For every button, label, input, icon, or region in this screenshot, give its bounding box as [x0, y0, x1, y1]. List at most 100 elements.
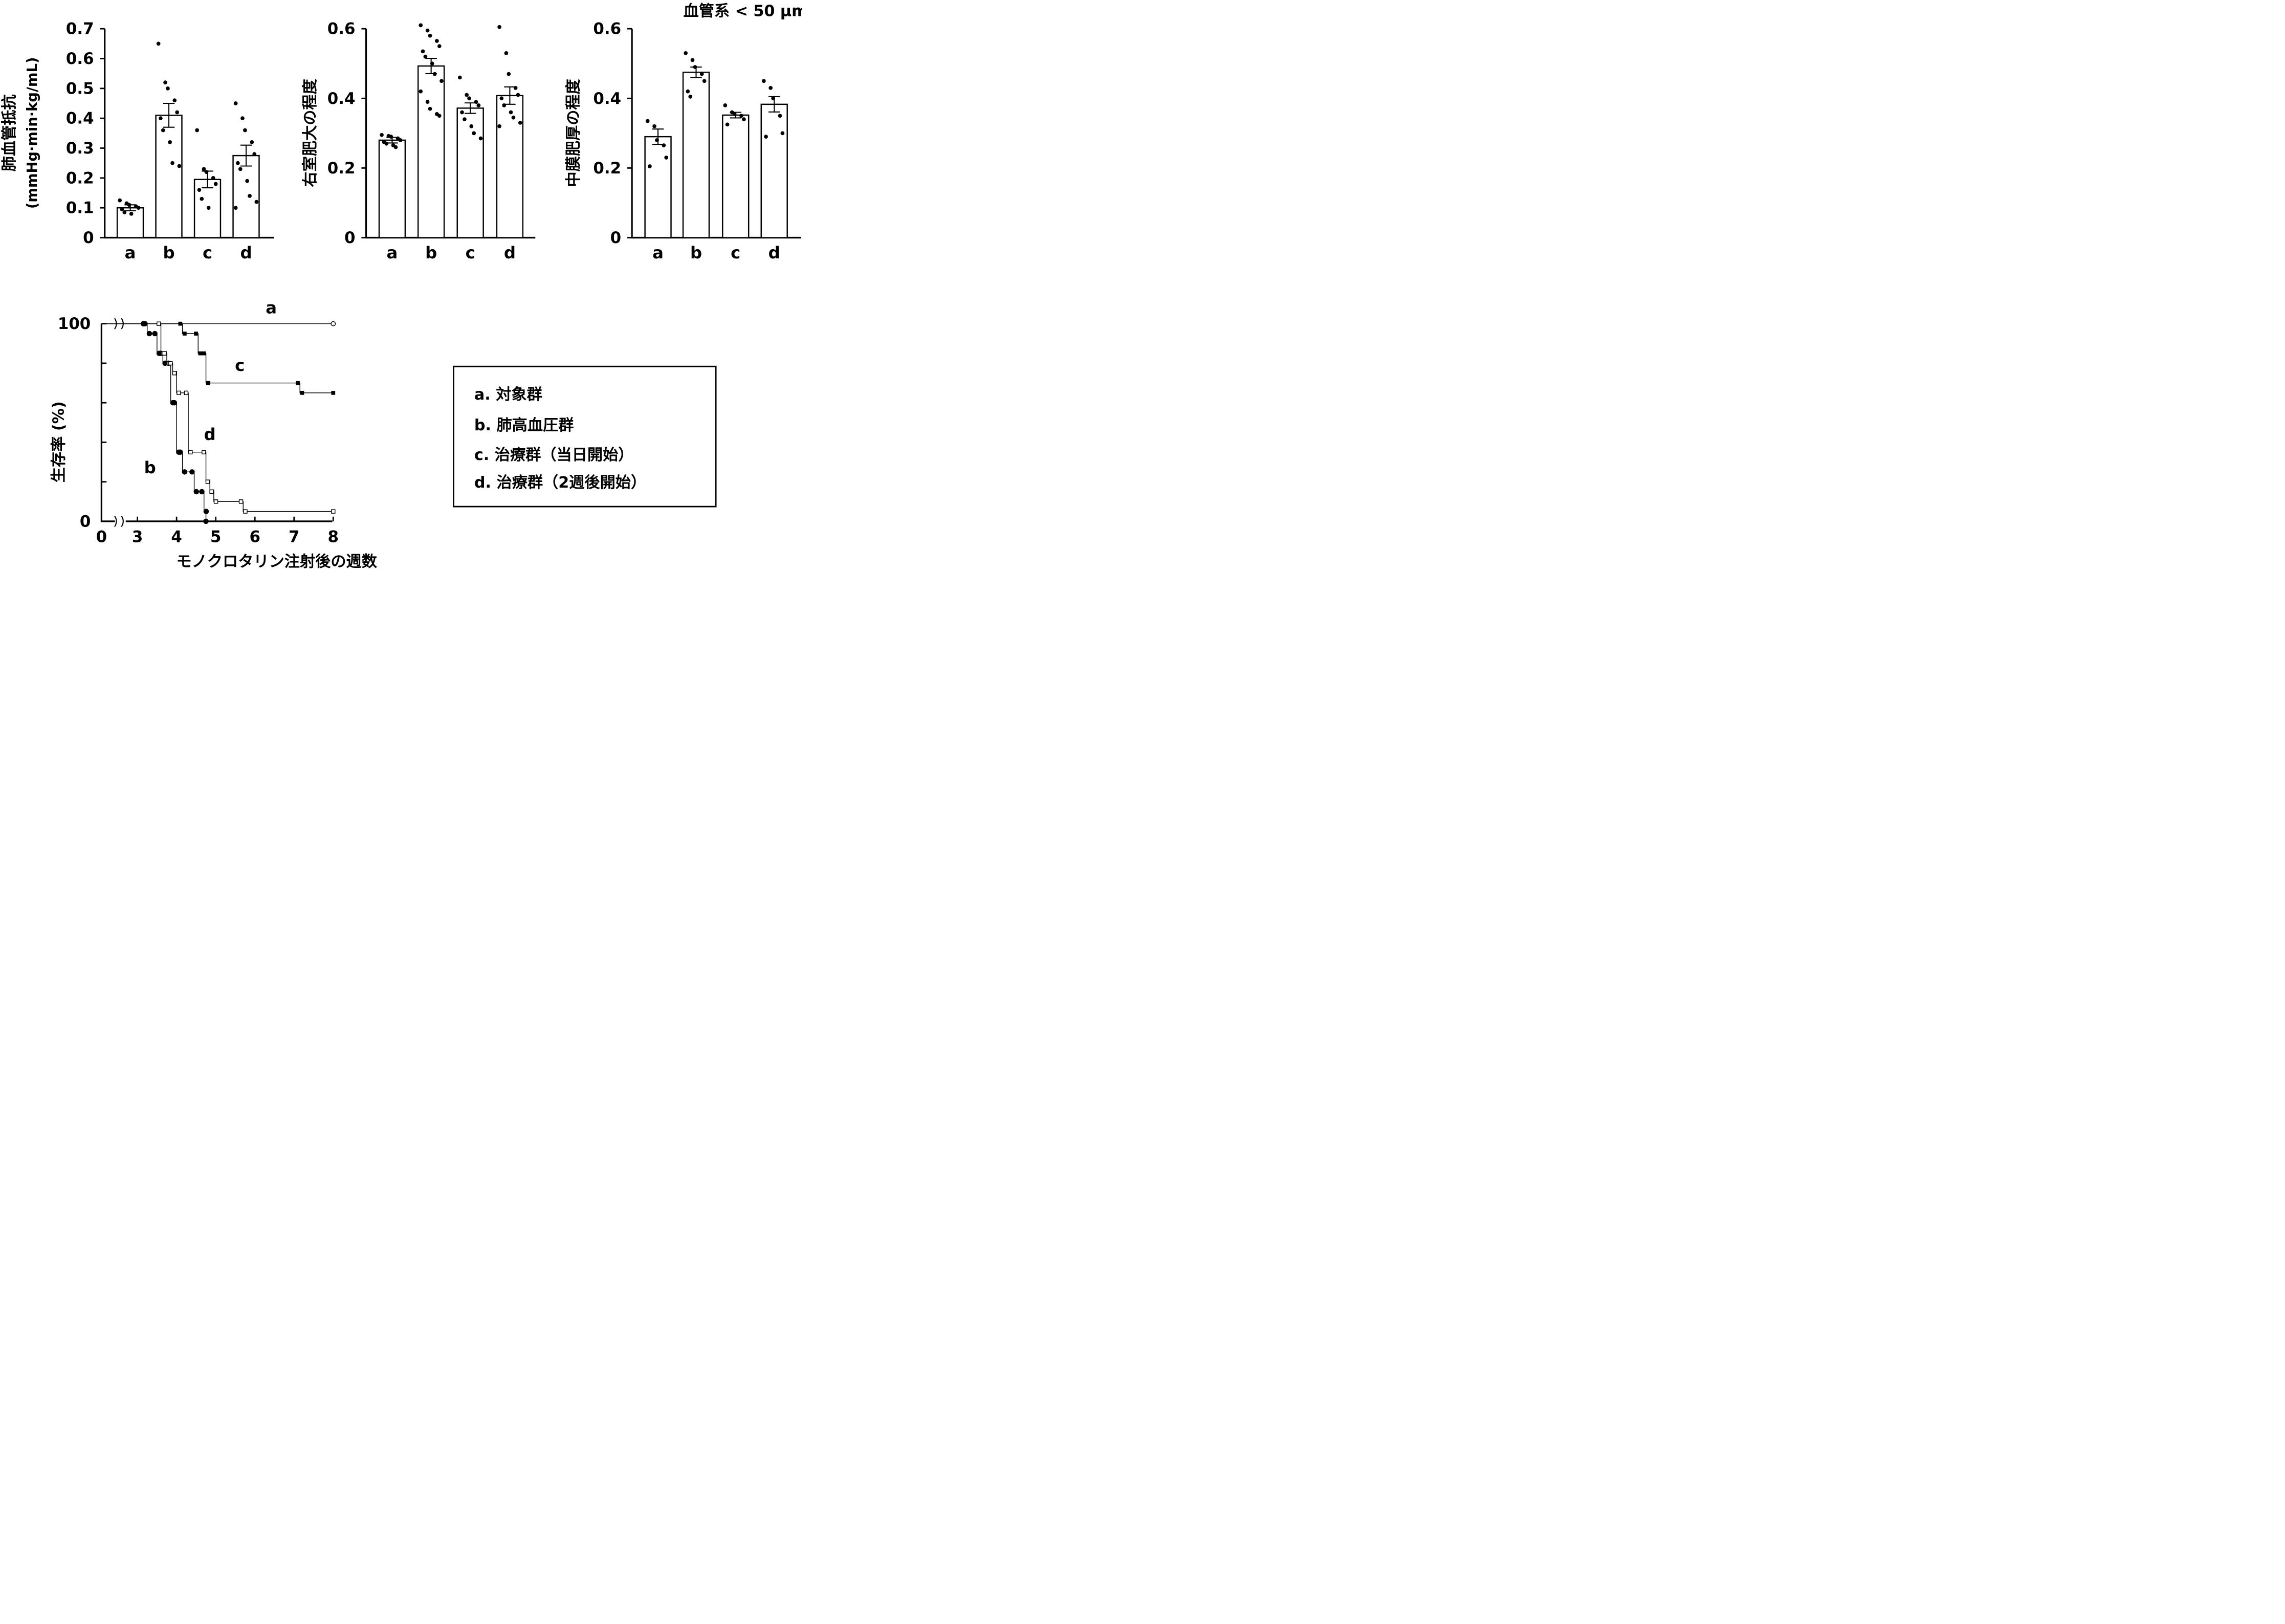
- data-point-d: [764, 135, 768, 139]
- y-tick-label: 0.5: [66, 79, 94, 98]
- data-point-b: [168, 140, 172, 144]
- survival-marker-d: [184, 390, 189, 396]
- data-point-b: [430, 61, 434, 66]
- data-point-b: [425, 28, 430, 33]
- y-tick-label: 0: [344, 229, 355, 247]
- data-point-c: [474, 100, 478, 104]
- data-point-b: [419, 89, 423, 94]
- survival-marker-d: [172, 371, 177, 376]
- data-point-d: [243, 128, 247, 133]
- data-point-d: [245, 179, 249, 183]
- data-point-b: [686, 89, 690, 94]
- data-point-a: [648, 164, 652, 168]
- x-tick-label: 0: [96, 528, 107, 546]
- y-tick-label: 100: [58, 315, 91, 333]
- axis-break-mark: [114, 515, 117, 528]
- survival-marker-d: [168, 361, 173, 366]
- legend-box: [453, 365, 717, 508]
- y-tick-label: 0: [83, 229, 94, 247]
- survival-marker-d: [177, 390, 181, 396]
- y-tick-label: 0.1: [66, 199, 94, 217]
- data-point-b: [432, 72, 437, 76]
- x-tick-label: 4: [171, 528, 182, 546]
- data-point-b: [156, 41, 161, 46]
- curve-label-d: d: [204, 425, 216, 444]
- survival-marker-d: [205, 479, 210, 484]
- data-point-d: [504, 51, 509, 55]
- bar-b: [155, 115, 183, 238]
- survival-marker-b: [152, 331, 158, 337]
- data-point-b: [435, 39, 439, 43]
- survival-marker-d: [213, 499, 218, 504]
- data-point-d: [516, 93, 520, 97]
- data-point-c: [732, 112, 737, 116]
- panel-survival: 生存率 (%) モノクロタリン注射後の週数 100 00 3 4 5 6 7 8 a b c d: [50, 298, 378, 571]
- data-point-a: [398, 138, 403, 142]
- curve-label-c: c: [235, 356, 245, 375]
- x-tick-label-c: c: [731, 243, 740, 262]
- y-tick-label: 0.6: [66, 50, 94, 68]
- survival-marker-b: [178, 449, 183, 455]
- bar-b: [682, 72, 710, 238]
- data-point-d: [768, 86, 773, 90]
- survival-marker-c: [194, 332, 198, 336]
- data-point-b: [423, 54, 428, 59]
- survival-ylabel: 生存率 (%): [50, 401, 68, 482]
- data-point-d: [518, 121, 522, 125]
- x-tick-label-a: a: [652, 243, 664, 262]
- data-point-d: [497, 25, 501, 29]
- data-point-b: [425, 100, 430, 104]
- survival-marker-b: [199, 489, 205, 495]
- survival-marker-b: [193, 489, 200, 495]
- data-point-a: [136, 206, 141, 210]
- survival-marker-a: [331, 321, 336, 326]
- legend-entry-b: b. 肺高血圧群: [474, 416, 574, 434]
- survival-marker-d: [162, 351, 167, 356]
- x-tick-label-d: d: [768, 243, 780, 262]
- x-tick-label-b: b: [690, 243, 702, 262]
- curve-label-b: b: [144, 458, 156, 477]
- data-point-a: [120, 207, 124, 211]
- survival-marker-b: [189, 469, 195, 475]
- data-point-c: [213, 182, 218, 186]
- data-point-d: [233, 101, 238, 105]
- x-tick-label-d: d: [504, 243, 516, 262]
- bar-b: [417, 65, 445, 238]
- y-tick-label: 0.4: [327, 90, 356, 108]
- data-point-d: [233, 206, 238, 210]
- x-tick-label-d: d: [240, 243, 252, 262]
- curve-label-a: a: [266, 298, 277, 318]
- survival-curve-d: [101, 323, 334, 512]
- data-point-b: [177, 164, 182, 168]
- data-point-c: [204, 170, 209, 174]
- data-point-c: [197, 188, 202, 192]
- legend: a. 対象群 b. 肺高血圧群 c. 治療群（当日開始） d. 治療群（2週後開…: [453, 365, 717, 508]
- data-point-b: [170, 161, 174, 165]
- x-tick-label-c: c: [466, 243, 475, 262]
- data-point-d: [240, 116, 245, 121]
- data-point-d: [780, 131, 785, 136]
- data-point-b: [166, 86, 170, 91]
- data-point-b: [437, 114, 442, 118]
- data-point-c: [206, 206, 211, 210]
- data-point-b: [419, 23, 423, 28]
- panel-pulmonary-vascular-resistance: 肺血管抵抗 (mmHg·min·kg/mL) 00.10.20.30.40.50…: [0, 20, 274, 262]
- panel2-ylabel: 右室肥大の程度: [301, 78, 319, 187]
- data-point-b: [437, 44, 442, 49]
- data-point-a: [122, 210, 127, 214]
- data-point-a: [127, 203, 131, 207]
- data-point-a: [129, 211, 134, 216]
- y-tick-label: 0.3: [66, 139, 94, 158]
- survival-marks: 100 00 3 4 5 6 7 8 a b c d: [58, 298, 339, 546]
- x-tick-label-a: a: [387, 243, 398, 262]
- data-point-a: [652, 124, 656, 128]
- data-point-d: [499, 96, 504, 101]
- survival-marker-c: [206, 381, 210, 385]
- legend-entry-d: d. 治療群（2週後開始）: [474, 474, 646, 492]
- x-tick-label: 6: [249, 528, 260, 546]
- data-point-d: [762, 79, 766, 83]
- survival-marker-d: [188, 450, 193, 454]
- x-tick-label: 5: [210, 528, 221, 546]
- data-point-b: [693, 65, 697, 69]
- data-point-b: [688, 95, 693, 99]
